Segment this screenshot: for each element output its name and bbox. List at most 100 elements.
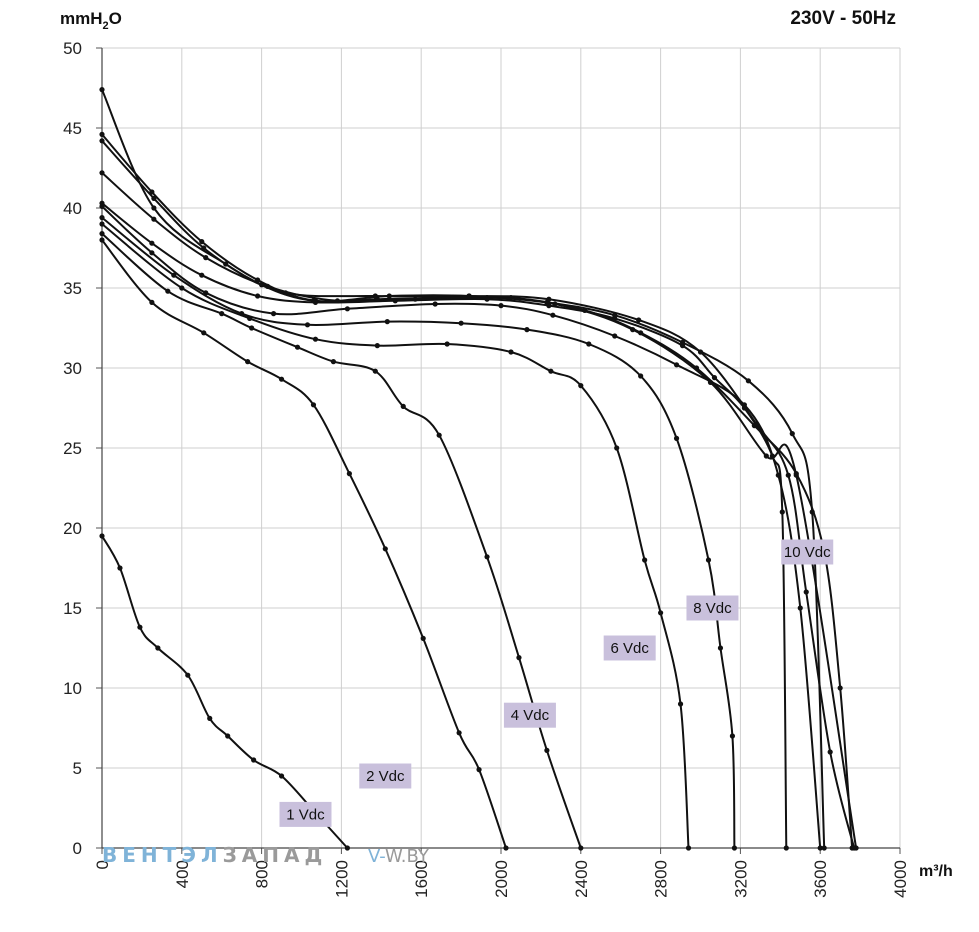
curve-point [705, 557, 712, 563]
y-axis-title-suffix: O [109, 9, 122, 28]
curve-point [642, 557, 648, 563]
y-tick-label: 50 [63, 39, 82, 58]
y-tick-label: 35 [63, 279, 82, 298]
curve-line [101, 216, 736, 849]
curve-point [763, 453, 769, 459]
curve-point [837, 685, 843, 691]
curve-point [466, 293, 472, 299]
series-label: 8 Vdc [686, 595, 739, 621]
curve-point [731, 845, 738, 851]
watermark-part1: ВЕНТЭЛ [102, 843, 223, 867]
curve-point [783, 845, 789, 851]
curve-point [444, 341, 450, 347]
curve-point [225, 733, 231, 739]
curve-point [99, 215, 105, 221]
curve-point [278, 773, 285, 779]
series-label-text: 2 Vdc [366, 768, 405, 785]
series-label-text: 6 Vdc [610, 640, 649, 657]
curve-point [251, 757, 257, 763]
curve-point [374, 343, 380, 349]
curve-point [171, 272, 177, 278]
x-tick-label: 3600 [811, 860, 830, 898]
watermark-part3: V- [368, 846, 385, 867]
curve-point [524, 327, 530, 333]
curve-point [614, 445, 620, 451]
curve-point [255, 277, 261, 283]
series-label-text: 10 Vdc [784, 544, 831, 561]
supply-label: 230V - 50Hz [790, 8, 896, 29]
x-tick-label: 2800 [652, 860, 671, 898]
curve-point [578, 383, 584, 389]
curve-point [673, 435, 680, 441]
curve-point [658, 610, 664, 616]
curve-point [817, 845, 823, 851]
series-label: 1 Vdc [279, 801, 332, 827]
curve-point [151, 216, 157, 222]
curve-point [456, 730, 462, 736]
curve-point [99, 87, 105, 93]
curve-point [516, 655, 522, 661]
curve-point [346, 471, 352, 477]
curve-point [851, 845, 857, 851]
curve-point [586, 341, 592, 347]
curve-point [707, 379, 714, 385]
x-tick-label: 2000 [492, 860, 511, 898]
x-tick-label: 2400 [572, 860, 591, 898]
curve-point [185, 672, 191, 678]
curve-point [677, 701, 684, 707]
curve-point [503, 845, 509, 851]
curve-point [294, 344, 301, 350]
y-axis-title: mmH2O [60, 9, 122, 32]
watermark-part4: W.BY [385, 846, 430, 867]
curve-point [548, 368, 554, 374]
curve-point [99, 237, 105, 243]
series-label: 2 Vdc [359, 763, 412, 789]
series-labels: 1 Vdc 2 Vdc 4 Vdc 6 Vdc 8 Vdc 10 Vdc [279, 539, 834, 827]
curve-point [239, 311, 245, 317]
curve-point [149, 240, 155, 246]
grid-lines [102, 47, 901, 848]
curve-series [99, 131, 859, 851]
y-tick-label: 5 [73, 759, 82, 778]
y-tick-label: 20 [63, 519, 82, 538]
y-tick-label: 40 [63, 199, 82, 218]
curve-point [697, 349, 704, 355]
curve-point [638, 373, 644, 379]
curve-line [101, 88, 856, 849]
curve-point [400, 403, 406, 409]
y-tick-label: 0 [73, 839, 82, 858]
curve-point [99, 138, 105, 144]
curve-point [249, 325, 255, 331]
curve-point [99, 131, 105, 137]
curve-point [827, 749, 833, 755]
curve-series [99, 221, 692, 851]
series-label: 4 Vdc [503, 702, 556, 728]
curve-point [420, 635, 426, 642]
watermark-site: V-W.BY [368, 846, 430, 867]
curve-point [201, 330, 207, 336]
curve-line [101, 133, 858, 849]
series-label-box [359, 763, 412, 789]
curve-point [803, 589, 809, 595]
curve-point [203, 290, 209, 296]
curve-point [155, 645, 161, 651]
curve-point [310, 402, 317, 408]
curve-point [498, 303, 504, 309]
curve-point [149, 189, 155, 195]
curve-series [99, 215, 738, 851]
curve-point [821, 845, 827, 851]
series-label-box [686, 595, 739, 621]
x-axis-unit: m³/h [919, 863, 953, 880]
curve-point [199, 272, 205, 278]
x-tick-label: 400 [173, 860, 192, 888]
curve-point [199, 239, 205, 245]
series-label-box [279, 801, 332, 827]
curve-line [101, 223, 690, 849]
curve-series [99, 231, 584, 851]
y-tick-label: 45 [63, 119, 82, 138]
curve-line [101, 535, 349, 849]
curve-point [436, 432, 442, 438]
curve-series [99, 533, 350, 851]
curve-point [151, 205, 157, 211]
curve-point [508, 349, 514, 355]
